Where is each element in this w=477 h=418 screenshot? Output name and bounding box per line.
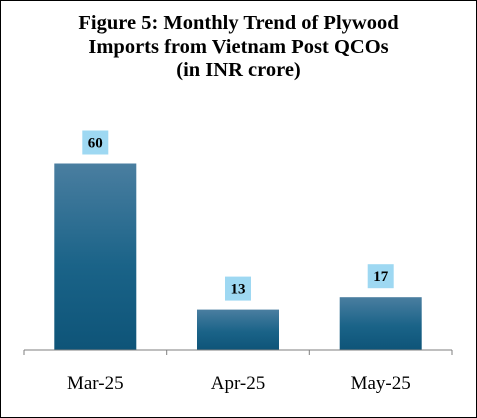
data-label-mar-25: 60 bbox=[82, 130, 109, 155]
chart-title-line-1: Figure 5: Monthly Trend of Plywood bbox=[78, 12, 399, 34]
chart-title: Figure 5: Monthly Trend of Plywood Impor… bbox=[0, 12, 477, 83]
x-tick-label-apr-25: Apr-25 bbox=[211, 373, 266, 394]
bar-apr-25 bbox=[197, 309, 279, 350]
data-label-value: 60 bbox=[88, 136, 103, 152]
x-tick-label-may-25: May-25 bbox=[351, 373, 411, 394]
data-labels-layer: 60 13 17 bbox=[82, 130, 394, 301]
chart-title-line-2: Imports from Vietnam Post QCOs bbox=[88, 35, 389, 58]
bar-may-25 bbox=[339, 297, 422, 350]
data-label-value: 13 bbox=[231, 282, 246, 298]
data-label-box bbox=[82, 130, 109, 155]
data-label-apr-25: 13 bbox=[225, 276, 251, 301]
data-label-box bbox=[225, 276, 251, 301]
x-tick-label-mar-25: Mar-25 bbox=[67, 373, 124, 394]
data-label-value: 17 bbox=[373, 269, 389, 285]
bar-mar-25 bbox=[54, 163, 137, 350]
chart-title-line-3: (in INR crore) bbox=[176, 59, 301, 81]
data-label-box bbox=[367, 264, 394, 289]
bars-layer bbox=[54, 163, 422, 350]
x-axis: Mar-25 Apr-25 May-25 bbox=[23, 349, 453, 394]
data-label-may-25: 17 bbox=[367, 264, 394, 289]
